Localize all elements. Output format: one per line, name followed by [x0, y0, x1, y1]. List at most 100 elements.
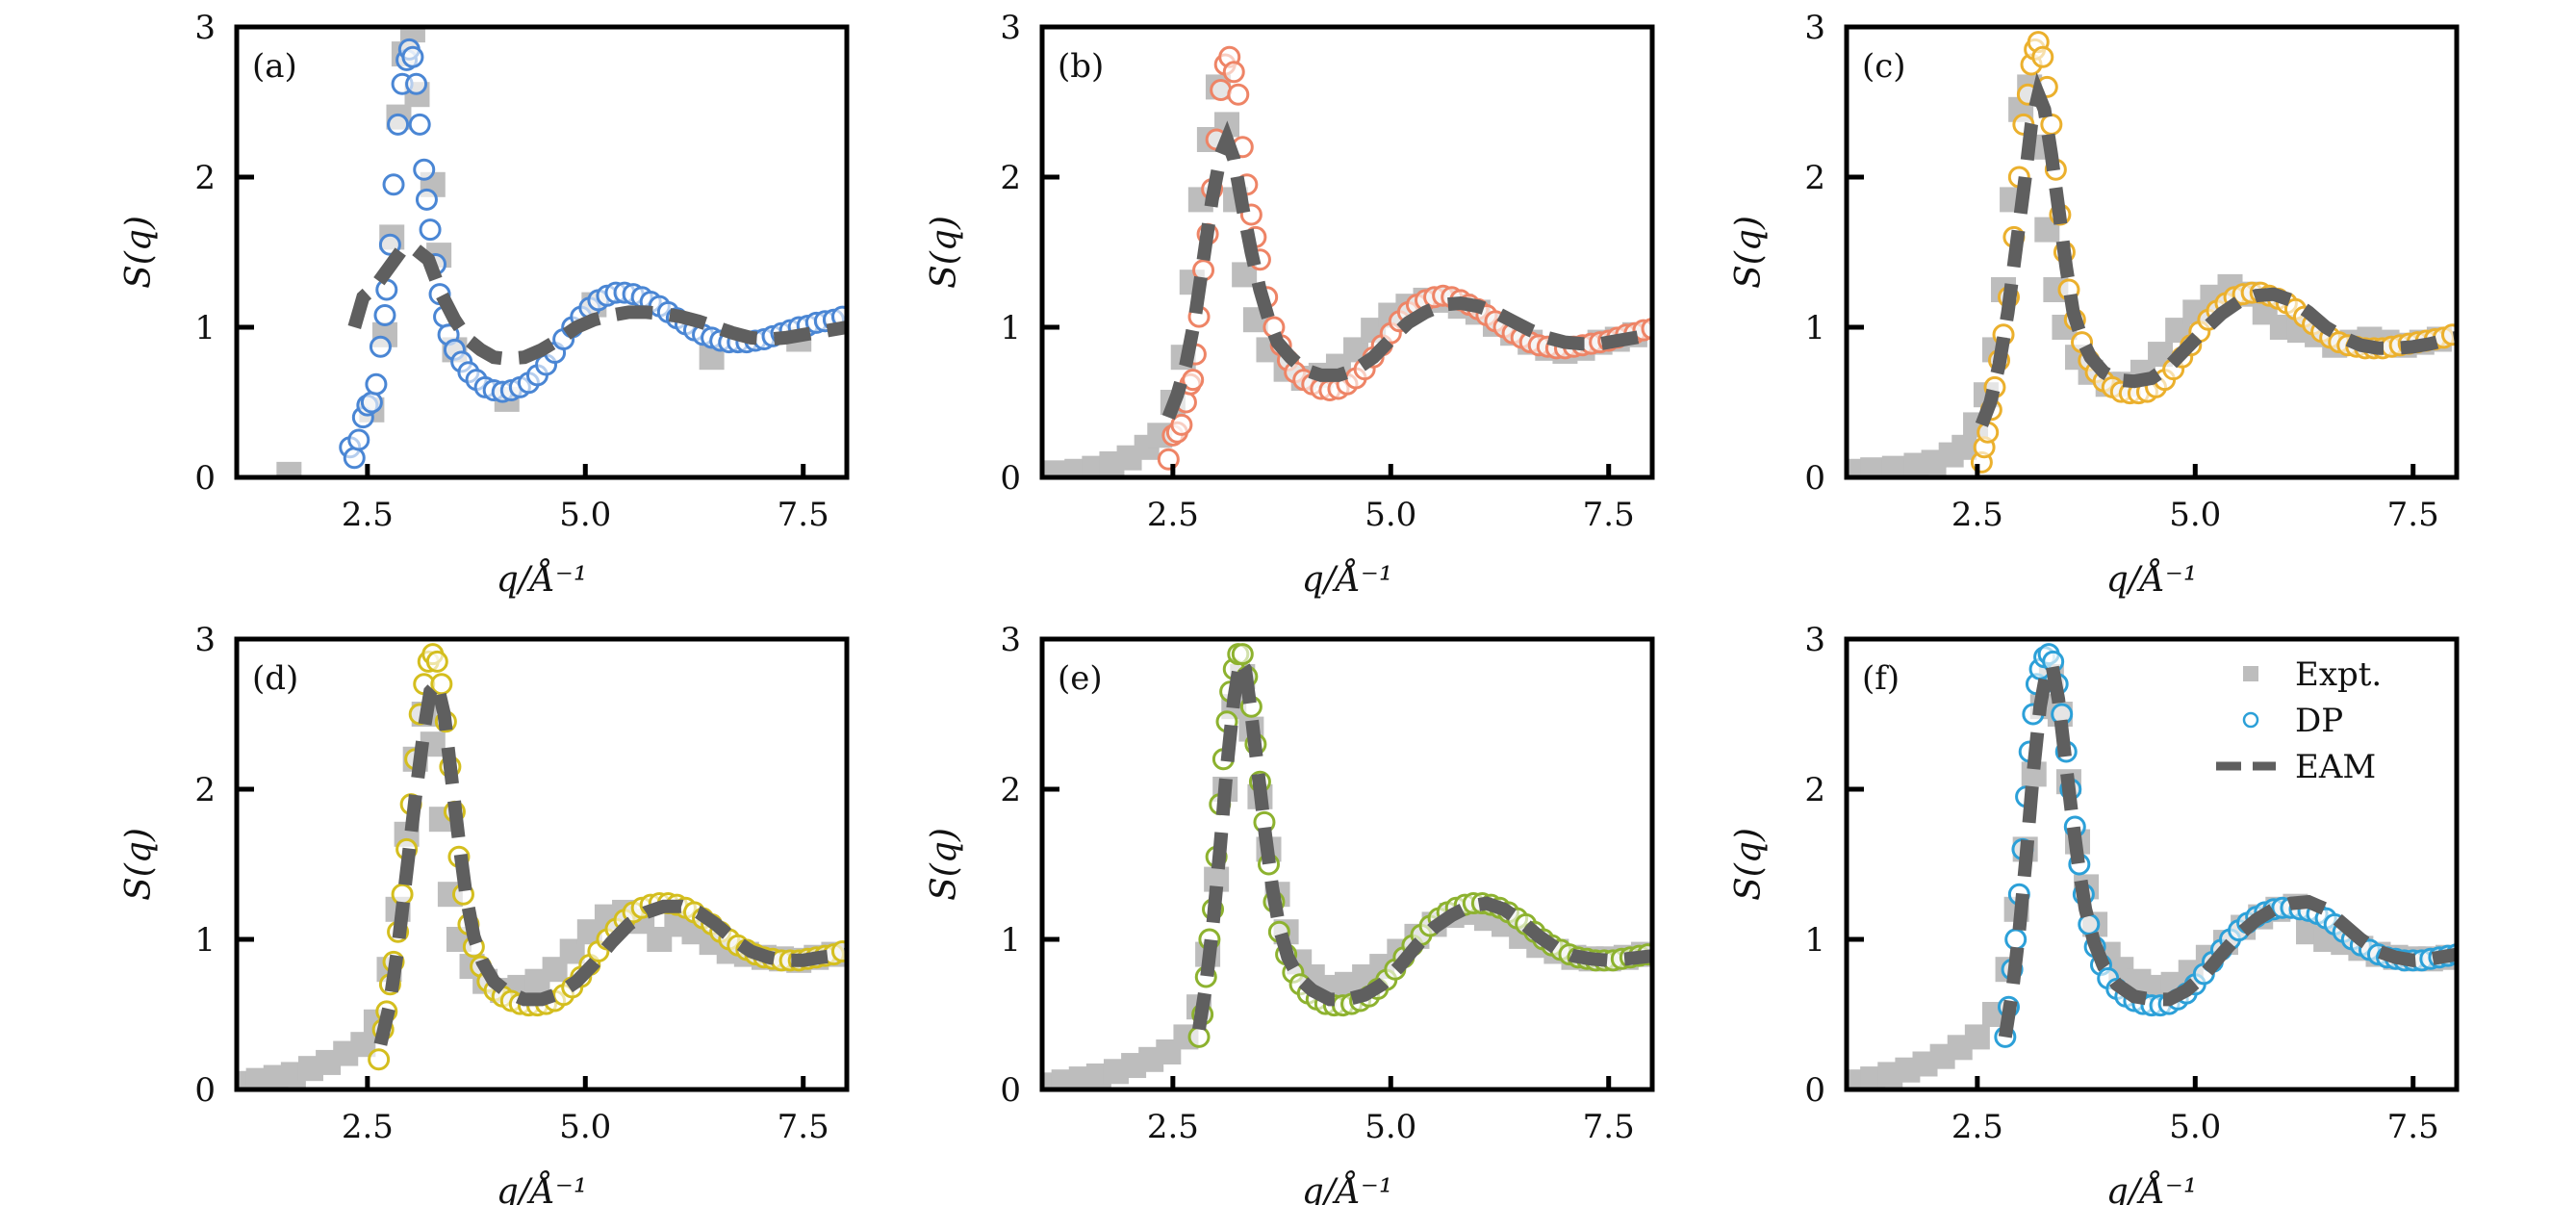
x-tick-label: 5.0 [559, 1108, 611, 1146]
expt-point [276, 461, 302, 477]
dp-point [375, 278, 398, 301]
y-axis-label: S(q) [925, 216, 964, 289]
eam-line [1998, 655, 2457, 1038]
x-tick-label: 2.5 [342, 496, 394, 534]
dp-point [1222, 61, 1245, 84]
expt-point [1964, 1024, 1990, 1050]
legend-circle-icon [2242, 711, 2259, 729]
expt-point [1881, 455, 1907, 477]
plot-area [276, 27, 847, 477]
legend-label: DP [2295, 702, 2343, 740]
panel-label: (a) [252, 47, 297, 86]
x-tick-label: 5.0 [559, 496, 611, 534]
dp-point [1231, 643, 1254, 666]
dp-point [2440, 323, 2457, 346]
x-tick-label: 5.0 [1365, 1108, 1416, 1146]
dp-series [339, 38, 847, 470]
y-axis-label: S(q) [1729, 216, 1769, 289]
eam-line [1192, 644, 1652, 1031]
x-tick-label: 5.0 [2169, 1108, 2221, 1146]
y-tick-label: 3 [194, 621, 216, 659]
x-tick-label: 2.5 [1951, 496, 2003, 534]
dp-point [1227, 83, 1250, 106]
legend-square-icon [2243, 666, 2258, 681]
x-tick-label: 7.5 [2387, 1108, 2439, 1146]
y-axis-label: S(q) [925, 828, 964, 901]
expt-point [399, 27, 425, 43]
dp-point [830, 939, 847, 962]
dp-point [373, 304, 396, 327]
dp-point [2004, 928, 2028, 951]
dp-point [2031, 45, 2054, 68]
x-axis-label: q/Å⁻¹ [1302, 1171, 1393, 1205]
dp-point [430, 673, 453, 696]
panel-label: (d) [252, 659, 298, 698]
dp-point [343, 447, 366, 470]
x-axis-label: q/Å⁻¹ [1302, 559, 1393, 600]
legend-label: Expt. [2295, 655, 2382, 694]
y-tick-label: 0 [1000, 459, 1021, 498]
chart-panel-f: 2.5 5.0 7.5 0 1 2 3 q/Å⁻¹ S(q) (f) Expt. DP EAM [1729, 621, 2460, 1205]
y-tick-label: 1 [1804, 921, 1825, 960]
dp-point [368, 1048, 391, 1071]
axes-frame [1039, 636, 1655, 1092]
dp-point [2040, 113, 2063, 136]
dp-point [360, 391, 383, 414]
expt-series [1042, 664, 1652, 1090]
y-tick-label: 3 [1804, 9, 1825, 47]
x-tick-label: 7.5 [778, 496, 829, 534]
y-tick-label: 1 [1000, 309, 1021, 347]
axes-frame [1844, 636, 2460, 1092]
y-tick-label: 0 [1804, 459, 1825, 498]
y-tick-label: 0 [194, 1071, 216, 1110]
chart-panel-d: 2.5 5.0 7.5 0 1 2 3 q/Å⁻¹ S(q) (d) [119, 621, 850, 1205]
x-axis-label: q/Å⁻¹ [2106, 1171, 2198, 1205]
y-tick-label: 2 [194, 159, 216, 197]
x-axis-label: q/Å⁻¹ [497, 1171, 588, 1205]
x-tick-label: 5.0 [1365, 496, 1416, 534]
dp-point [405, 72, 428, 95]
y-tick-label: 2 [1804, 771, 1825, 809]
dp-point [382, 173, 405, 196]
axes-frame [1039, 24, 1655, 480]
y-tick-label: 3 [194, 9, 216, 47]
expt-series [1847, 74, 2452, 477]
y-axis-label: S(q) [1729, 828, 1769, 901]
x-tick-label: 2.5 [1147, 496, 1199, 534]
eam-line [1161, 120, 1652, 421]
chart-panel-a: 2.5 5.0 7.5 0 1 2 3 q/Å⁻¹ S(q) (a) [119, 9, 850, 600]
y-tick-label: 0 [194, 459, 216, 498]
x-axis-label: q/Å⁻¹ [2106, 559, 2198, 600]
y-tick-label: 1 [1804, 309, 1825, 347]
chart-panel-c: 2.5 5.0 7.5 0 1 2 3 q/Å⁻¹ S(q) (c) [1729, 9, 2460, 600]
expt-point [1847, 458, 1864, 477]
axes-frame [234, 636, 850, 1092]
axes-frame [1844, 24, 2460, 480]
x-tick-label: 7.5 [1583, 1108, 1635, 1146]
dp-point [391, 883, 414, 906]
y-tick-label: 2 [1804, 159, 1825, 197]
dp-point [425, 650, 448, 673]
y-tick-label: 0 [1804, 1071, 1825, 1110]
y-tick-label: 0 [1000, 1071, 1021, 1110]
expt-series [1847, 664, 2457, 1090]
panel-label: (b) [1058, 47, 1104, 86]
plot-area [237, 643, 847, 1090]
plot-area [1042, 643, 1652, 1090]
y-tick-label: 3 [1000, 621, 1021, 659]
plot-area [1847, 643, 2457, 1090]
legend: Expt. DP EAM [2216, 655, 2382, 786]
expt-point [1860, 457, 1886, 477]
x-tick-label: 7.5 [1583, 496, 1635, 534]
y-tick-label: 1 [194, 921, 216, 960]
y-tick-label: 2 [1000, 159, 1021, 197]
expt-series [237, 702, 847, 1090]
dp-point [401, 45, 424, 68]
dp-point [1182, 369, 1205, 392]
dp-point [387, 113, 410, 136]
expt-point [1042, 460, 1068, 477]
panel-label: (e) [1058, 659, 1103, 698]
dp-point [415, 188, 438, 211]
chart-panel-b: 2.5 5.0 7.5 0 1 2 3 q/Å⁻¹ S(q) (b) [925, 9, 1655, 600]
